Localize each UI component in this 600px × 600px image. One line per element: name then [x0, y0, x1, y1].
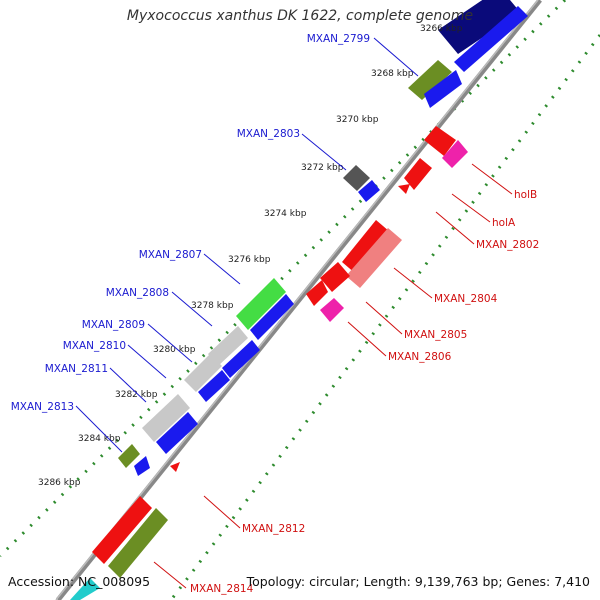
gene-label[interactable]: holB [514, 189, 537, 201]
leader-line [435, 211, 475, 245]
scale-label: 3280 kbp [153, 345, 196, 355]
cds-mxan-2804[interactable] [346, 228, 402, 288]
cds-mxan-2812[interactable] [170, 462, 180, 472]
cds-mxan-2811[interactable] [198, 370, 230, 402]
scale-label: 3278 kbp [191, 301, 234, 311]
leader-line [373, 37, 419, 77]
gene-label[interactable]: MXAN_2802 [476, 239, 539, 251]
leader-line [171, 291, 213, 327]
cds-mxan-2809[interactable] [222, 340, 260, 378]
cds-mxan-2811c[interactable] [156, 412, 198, 454]
scale-label: 3272 kbp [301, 163, 344, 173]
cds-mxan-2815[interactable] [70, 578, 100, 600]
leader-line [365, 301, 403, 335]
cds-hola-arrow[interactable] [398, 184, 410, 194]
scale-label: 3274 kbp [264, 209, 307, 219]
gene-label[interactable]: MXAN_2807 [139, 249, 202, 261]
gene-label[interactable]: MXAN_2804 [434, 293, 498, 305]
cds-holb[interactable] [442, 140, 468, 168]
scale-label: 3270 kbp [336, 115, 379, 125]
gene-label[interactable]: MXAN_2809 [82, 319, 145, 331]
genome-backbone-highlight [55, 0, 539, 600]
gene-label[interactable]: MXAN_2803 [237, 128, 300, 140]
gene-label[interactable]: MXAN_2808 [106, 287, 169, 299]
cds-mxan-2808[interactable] [208, 326, 248, 366]
scale-label: 3282 kbp [115, 390, 158, 400]
cds-mxan-2813[interactable] [118, 444, 140, 468]
forward-gene-labels: MXAN_2799 MXAN_2803 MXAN_2807 MXAN_2808 … [11, 33, 370, 413]
inner-tick-track [169, 34, 600, 600]
leader-line [109, 367, 147, 403]
cds-mxan-2803[interactable] [343, 165, 370, 191]
reverse-genes [70, 126, 468, 600]
gene-label[interactable]: MXAN_2814 [190, 583, 254, 595]
outer-tick-track [0, 0, 567, 558]
cds-mxan-2801[interactable] [424, 70, 462, 108]
cds-holb-red[interactable] [424, 126, 456, 156]
leader-line [451, 193, 491, 223]
scale-label: 3284 kbp [78, 434, 121, 444]
leader-line [301, 133, 347, 171]
cds-mxan-2805[interactable] [320, 262, 350, 292]
leader-line [347, 321, 387, 357]
leader-line [147, 323, 193, 363]
cds-mxan-2803b[interactable] [358, 180, 380, 202]
reverse-gene-labels: holB holA MXAN_2802 MXAN_2804 MXAN_2805 … [190, 189, 539, 595]
cds-mxan-2807b[interactable] [250, 294, 294, 340]
scale-label: 3266 kbp [420, 24, 463, 34]
cds-mxan-2812b[interactable] [92, 496, 152, 564]
accession-text: Accession: NC_008095 [8, 574, 151, 589]
forward-genes [118, 0, 528, 476]
scale-labels: 3266 kbp 3268 kbp 3270 kbp 3272 kbp 3274… [38, 24, 463, 488]
cds-mxan-2802[interactable] [342, 220, 390, 274]
cds-mxan-2799[interactable] [454, 6, 528, 72]
scale-label: 3286 kbp [38, 478, 81, 488]
forward-leader-lines [75, 37, 419, 453]
cds-hola[interactable] [404, 158, 432, 190]
leader-line [75, 405, 123, 453]
cds-mxan-2811b[interactable] [142, 394, 190, 442]
cds-mxan-2807[interactable] [236, 278, 286, 330]
leader-line [153, 561, 187, 589]
leader-line [127, 344, 167, 379]
cds-mxan-2814[interactable] [108, 508, 168, 578]
gene-label[interactable]: MXAN_2805 [404, 329, 467, 341]
cds-mxan-2798[interactable] [438, 0, 520, 54]
cds-mxan-2813b[interactable] [134, 456, 150, 476]
gene-label[interactable]: MXAN_2810 [63, 340, 126, 352]
reverse-leader-lines [153, 163, 513, 589]
gene-label[interactable]: MXAN_2812 [242, 523, 305, 535]
leader-line [203, 253, 241, 285]
cds-mxan-2810[interactable] [184, 354, 222, 392]
scale-label: 3276 kbp [228, 255, 271, 265]
genome-summary-text: Topology: circular; Length: 9,139,763 bp… [246, 574, 590, 589]
leader-line [203, 495, 241, 529]
gene-label[interactable]: MXAN_2799 [307, 33, 370, 45]
cds-mxan-2800[interactable] [408, 60, 452, 100]
gene-label[interactable]: MXAN_2813 [11, 401, 74, 413]
cds-mxan-2806[interactable] [320, 298, 344, 322]
leader-line [471, 163, 513, 195]
gene-label[interactable]: MXAN_2811 [45, 363, 108, 375]
cds-mxan-2805-arrow[interactable] [306, 280, 328, 306]
map-title: Myxococcus xanthus DK 1622, complete gen… [126, 8, 474, 24]
gene-label[interactable]: holA [492, 217, 516, 229]
scale-label: 3268 kbp [371, 69, 414, 79]
leader-line [393, 267, 433, 299]
gene-label[interactable]: MXAN_2806 [388, 351, 452, 363]
